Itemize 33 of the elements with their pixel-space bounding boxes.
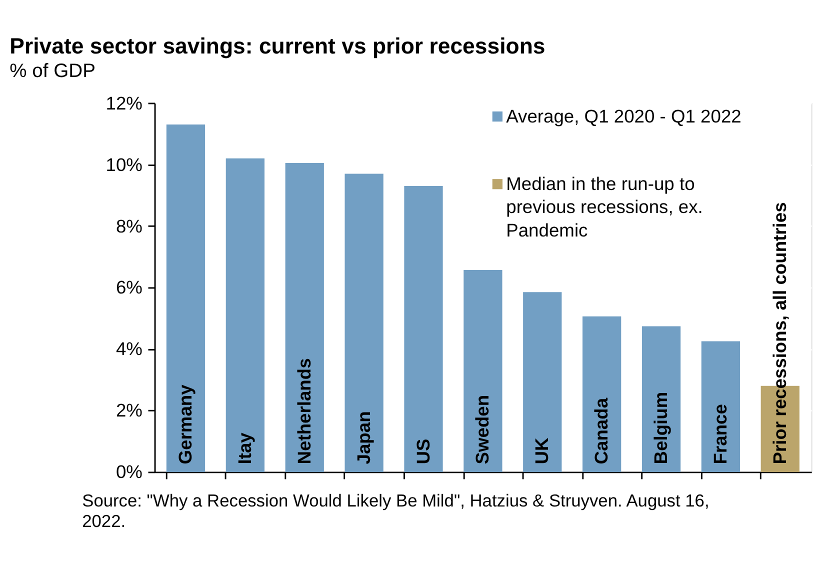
x-tick-label: Itay — [234, 432, 255, 464]
bar — [582, 316, 622, 472]
y-tick-label: 10% — [106, 154, 142, 175]
y-tick-label: 0% — [116, 461, 142, 482]
bar — [701, 341, 740, 472]
bar — [642, 326, 681, 472]
y-tick-label: 4% — [116, 338, 142, 360]
legend-label: Average, Q1 2020 - Q1 2022 — [506, 105, 742, 126]
bar — [166, 124, 206, 472]
x-tick-label: Japan — [352, 411, 374, 464]
x-tick-label: US — [412, 438, 434, 464]
chart-title: Private sector savings: current vs prior recessions — [10, 34, 546, 59]
x-tick-label: Netherlands — [293, 358, 314, 464]
y-tick-label: 6% — [116, 276, 142, 298]
bar — [404, 186, 443, 472]
x-tick-label: Germany — [174, 384, 196, 464]
bar — [464, 270, 502, 472]
bar — [523, 292, 562, 472]
x-tick-label: Sweden — [472, 394, 493, 464]
bar — [285, 162, 324, 472]
y-tick-label: 12% — [106, 92, 142, 114]
bar — [226, 158, 265, 472]
source-note: Source: "Why a Recession Would Likely Be Mild", Hatzius & Struyven. August 16, 2022. — [82, 490, 710, 532]
x-tick-label: France — [709, 404, 730, 464]
chart-subtitle: % of GDP — [10, 60, 96, 82]
x-tick-label: UK — [531, 436, 552, 464]
x-tick-label: Canada — [590, 397, 612, 464]
y-tick-label: 2% — [116, 400, 142, 421]
bar — [344, 174, 384, 472]
y-tick-label: 8% — [116, 215, 142, 236]
legend-label: Median in the run-up to previous recessions, ex. Pandemic — [506, 172, 703, 240]
x-tick-label: Prior recessions, all countries — [768, 202, 790, 464]
x-tick-label: Belgium — [650, 392, 672, 464]
